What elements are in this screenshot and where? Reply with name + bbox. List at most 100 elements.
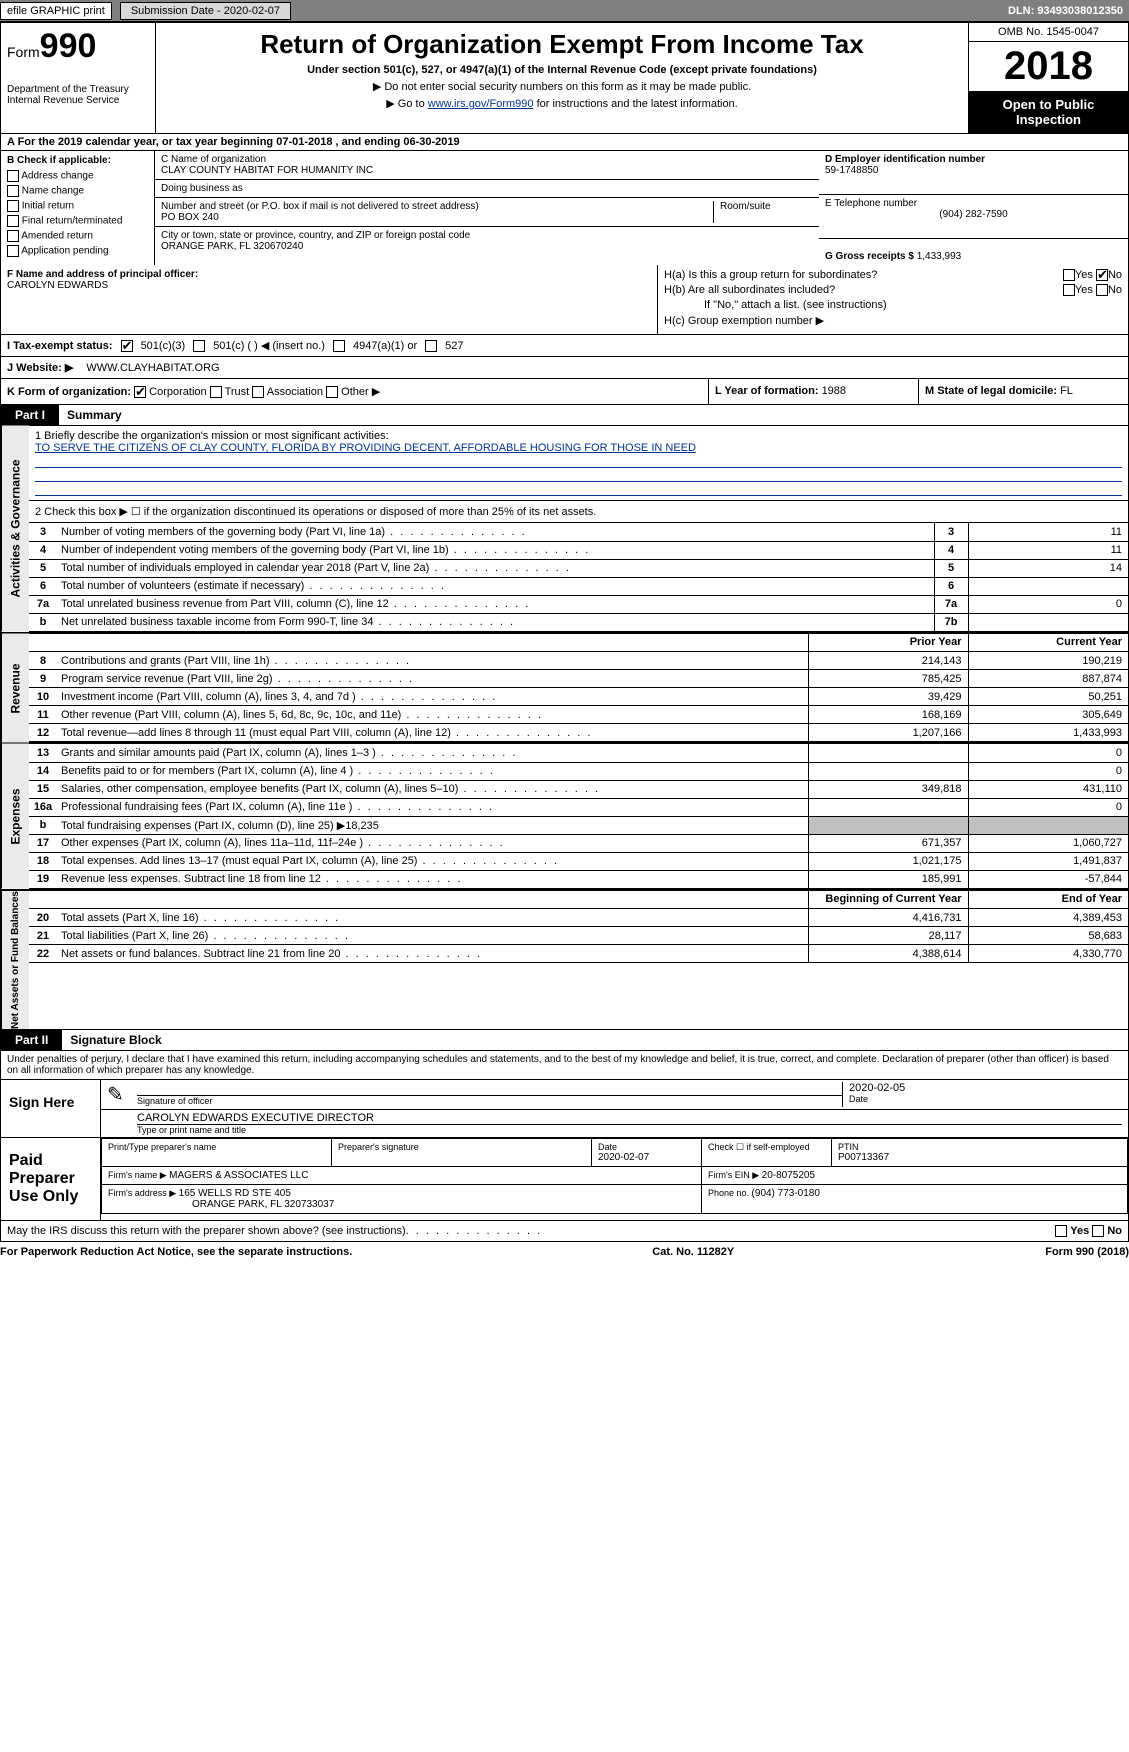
sign-here-label: Sign Here xyxy=(1,1080,101,1137)
year-end: 06-30-2019 xyxy=(403,136,459,148)
table-row: 15Salaries, other compensation, employee… xyxy=(29,780,1128,798)
paid-phone: (904) 773-0180 xyxy=(752,1188,820,1199)
ein-label: D Employer identification number xyxy=(825,154,1122,165)
cb-assoc[interactable] xyxy=(252,386,264,398)
k-left: K Form of organization: Corporation Trus… xyxy=(1,379,708,404)
form-title: Return of Organization Exempt From Incom… xyxy=(166,29,958,60)
table-row: 22Net assets or fund balances. Subtract … xyxy=(29,945,1128,963)
k-label: K Form of organization: xyxy=(7,386,131,398)
table-row: 18Total expenses. Add lines 13–17 (must … xyxy=(29,852,1128,870)
row-a: A For the 2019 calendar year, or tax yea… xyxy=(0,134,1129,151)
table-row: 14Benefits paid to or for members (Part … xyxy=(29,762,1128,780)
irs-link[interactable]: www.irs.gov/Form990 xyxy=(428,98,534,110)
name-label: C Name of organization xyxy=(161,154,813,165)
table-row: 9Program service revenue (Part VIII, lin… xyxy=(29,670,1128,688)
h-a-label: H(a) Is this a group return for subordin… xyxy=(664,269,877,281)
form-number: Form990 xyxy=(7,27,149,66)
form-prefix: Form xyxy=(7,44,40,60)
dots xyxy=(406,1225,543,1237)
ein-val: 59-1748850 xyxy=(825,165,1122,176)
col-b: B Check if applicable: Address change Na… xyxy=(0,151,155,265)
dba-box: Doing business as xyxy=(155,180,819,198)
table-row: 13Grants and similar amounts paid (Part … xyxy=(29,744,1128,762)
gross-val: 1,433,993 xyxy=(917,251,962,262)
table-row: 11Other revenue (Part VIII, column (A), … xyxy=(29,706,1128,724)
label-revenue: Revenue xyxy=(1,634,29,743)
paid-date-lbl: Date xyxy=(598,1142,695,1152)
cb-501c[interactable] xyxy=(193,340,205,352)
signature-block: Under penalties of perjury, I declare th… xyxy=(0,1051,1129,1138)
h-b-label: H(b) Are all subordinates included? xyxy=(664,284,835,296)
ptin-val: P00713367 xyxy=(838,1152,1121,1163)
cb-name-change[interactable]: Name change xyxy=(7,185,148,197)
top-bar: efile GRAPHIC print Submission Date - 20… xyxy=(0,0,1129,22)
cb-initial-return[interactable]: Initial return xyxy=(7,200,148,212)
4947: 4947(a)(1) or xyxy=(353,340,417,352)
part2-title: Signature Block xyxy=(62,1033,161,1047)
open-to-public: Open to Public Inspection xyxy=(969,91,1128,133)
footer-right: Form 990 (2018) xyxy=(1045,1246,1129,1258)
table-row: 7aTotal unrelated business revenue from … xyxy=(29,595,1128,613)
perjury-text: Under penalties of perjury, I declare th… xyxy=(1,1051,1128,1080)
firm-name-lbl: Firm's name ▶ xyxy=(108,1170,169,1180)
submission-date: Submission Date - 2020-02-07 xyxy=(120,2,291,20)
website-label: J Website: ▶ xyxy=(7,362,73,374)
m-box: M State of legal domicile: FL xyxy=(919,379,1128,404)
row-a-pre: A For the 2019 calendar year, or tax yea… xyxy=(7,136,276,148)
paid-grid-wrap: Print/Type preparer's name Preparer's si… xyxy=(101,1138,1128,1220)
gross-label: G Gross receipts $ xyxy=(825,251,917,262)
f-h-row: F Name and address of principal officer:… xyxy=(0,265,1129,335)
sign-date-val: 2020-02-05 xyxy=(849,1082,1122,1094)
footer-left: For Paperwork Reduction Act Notice, see … xyxy=(0,1246,352,1258)
cb-discuss-yes[interactable] xyxy=(1055,1225,1067,1237)
officer-name-title: CAROLYN EDWARDS EXECUTIVE DIRECTOR xyxy=(137,1112,1122,1125)
assoc: Association xyxy=(267,386,323,398)
501c3: 501(c)(3) xyxy=(141,340,186,352)
cb-final-return[interactable]: Final return/terminated xyxy=(7,215,148,227)
other: Other ▶ xyxy=(341,386,380,398)
ptin-lbl: PTIN xyxy=(838,1142,1121,1152)
officer-name: CAROLYN EDWARDS xyxy=(7,280,651,291)
cb-501c3[interactable] xyxy=(121,340,133,352)
street-box: Number and street (or P.O. box if mail i… xyxy=(155,198,819,227)
k-right: L Year of formation: 1988 M State of leg… xyxy=(708,379,1128,404)
irs-discuss-row: May the IRS discuss this return with the… xyxy=(0,1221,1129,1242)
street-val: PO BOX 240 xyxy=(161,212,713,223)
table-row: bTotal fundraising expenses (Part IX, co… xyxy=(29,816,1128,834)
phone-val: (904) 282-7590 xyxy=(825,209,1122,220)
governance-table: 3Number of voting members of the governi… xyxy=(29,523,1128,632)
city-val: ORANGE PARK, FL 320670240 xyxy=(161,241,813,252)
cb-amended[interactable]: Amended return xyxy=(7,230,148,242)
label-expenses: Expenses xyxy=(1,744,29,889)
501c: 501(c) ( ) ◀ (insert no.) xyxy=(213,339,325,352)
h-b-note: If "No," attach a list. (see instruction… xyxy=(664,299,1122,311)
sign-fields: ✎ Signature of officer 2020-02-05 Date C… xyxy=(101,1080,1128,1137)
part1-title: Summary xyxy=(59,408,122,422)
col-c: C Name of organization CLAY COUNTY HABIT… xyxy=(155,151,819,265)
cb-address-change[interactable]: Address change xyxy=(7,170,148,182)
header-center: Return of Organization Exempt From Incom… xyxy=(156,23,968,133)
form-header: Form990 Department of the Treasury Inter… xyxy=(0,22,1129,134)
cb-pending[interactable]: Application pending xyxy=(7,245,148,257)
paid-grid: Print/Type preparer's name Preparer's si… xyxy=(101,1138,1128,1214)
cb-trust[interactable] xyxy=(210,386,222,398)
l-label: L Year of formation: xyxy=(715,385,822,397)
print-label: Print/Type preparer's name xyxy=(108,1142,325,1152)
paid-row1: Print/Type preparer's name Preparer's si… xyxy=(102,1138,1128,1166)
paid-row3: Firm's address ▶ 165 WELLS RD STE 405 OR… xyxy=(102,1184,1128,1213)
cb-other[interactable] xyxy=(326,386,338,398)
table-row: 10Investment income (Part VIII, column (… xyxy=(29,688,1128,706)
tax-label: I Tax-exempt status: xyxy=(7,340,113,352)
table-row: 16aProfessional fundraising fees (Part I… xyxy=(29,798,1128,816)
header-line2: ▶ Go to www.irs.gov/Form990 for instruct… xyxy=(166,97,958,110)
net-table: Beginning of Current YearEnd of Year20To… xyxy=(29,891,1128,964)
cb-527[interactable] xyxy=(425,340,437,352)
cb-4947[interactable] xyxy=(333,340,345,352)
cb-corp[interactable] xyxy=(134,386,146,398)
corp: Corporation xyxy=(149,386,206,398)
cb-discuss-no[interactable] xyxy=(1092,1225,1104,1237)
efile-label: efile GRAPHIC print xyxy=(0,2,112,20)
department: Department of the Treasury Internal Reve… xyxy=(7,84,149,106)
m-label: M State of legal domicile: xyxy=(925,385,1060,397)
form-subtitle: Under section 501(c), 527, or 4947(a)(1)… xyxy=(166,64,958,76)
